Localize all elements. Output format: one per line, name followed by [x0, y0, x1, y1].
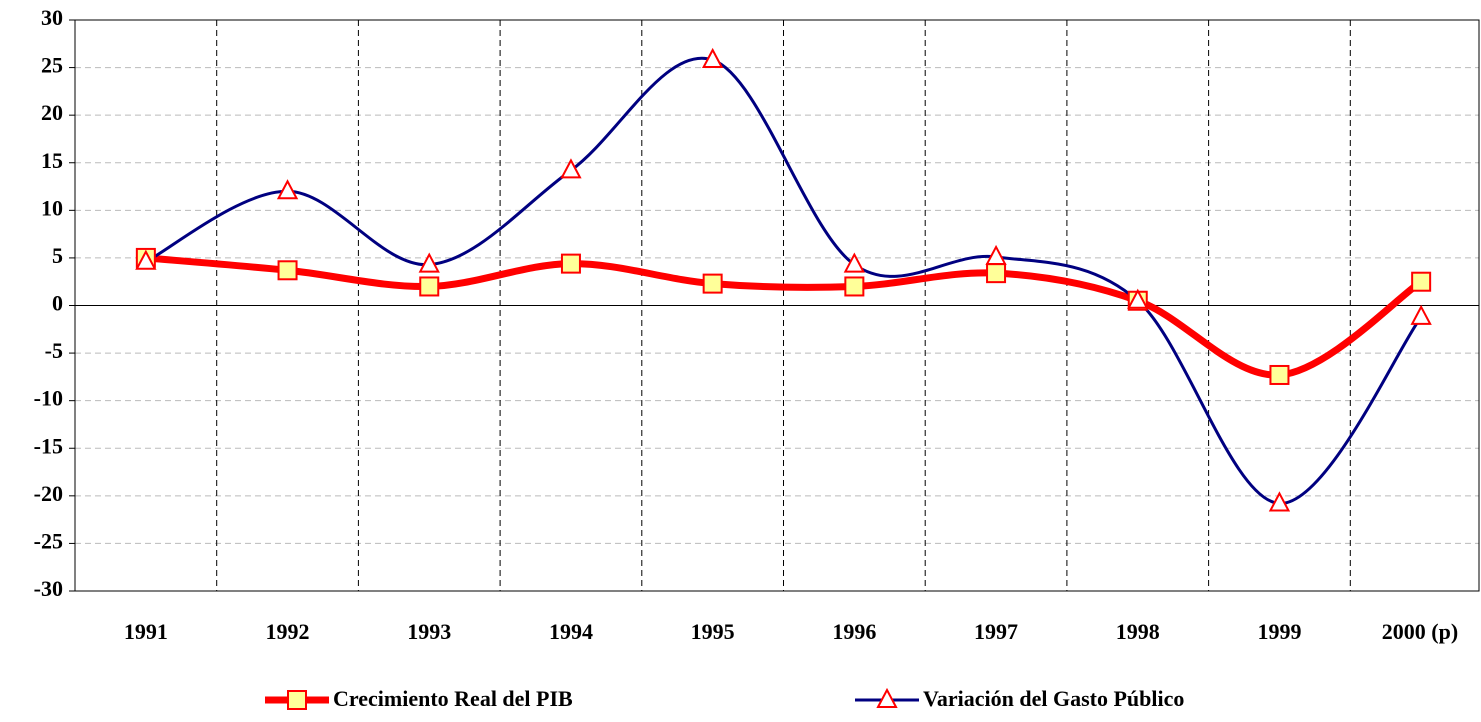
marker	[1269, 364, 1290, 385]
x-tick-label: 1992	[266, 619, 310, 644]
x-tick-label: 1999	[1257, 619, 1301, 644]
y-tick-label: -5	[45, 338, 63, 363]
marker	[843, 252, 866, 273]
marker	[276, 179, 299, 200]
x-tick-label: 1994	[549, 619, 593, 644]
x-tick-label: 1991	[124, 619, 168, 644]
x-tick-label: 1993	[407, 619, 451, 644]
y-tick-label: -20	[34, 481, 63, 506]
marker	[419, 276, 440, 297]
marker	[135, 249, 157, 270]
y-tick-label: -10	[34, 386, 63, 411]
y-tick-label: 10	[41, 195, 63, 220]
x-tick-label: 2000 (p)	[1382, 619, 1458, 644]
marker	[560, 253, 581, 274]
y-tick-label: 20	[41, 100, 63, 125]
marker	[1410, 304, 1432, 325]
marker	[418, 252, 440, 273]
plot-border	[74, 19, 1480, 592]
y-tick-label: 30	[41, 5, 63, 30]
y-tick-label: 25	[41, 53, 63, 78]
y-tick-label: -30	[34, 576, 63, 601]
marker	[287, 690, 307, 710]
y-tick-label: -25	[34, 528, 63, 553]
marker	[844, 276, 865, 297]
x-tick-label: 1998	[1116, 619, 1160, 644]
y-tick-label: -15	[34, 433, 63, 458]
series-line	[145, 254, 1424, 379]
legend-label: Crecimiento Real del PIB	[333, 686, 573, 711]
marker	[876, 687, 898, 708]
marker	[986, 263, 1007, 284]
y-tick-label: 0	[52, 291, 63, 316]
x-tick-label: 1997	[974, 619, 1018, 644]
marker	[1268, 491, 1291, 512]
marker	[560, 158, 582, 179]
legend-label: Variación del Gasto Público	[923, 686, 1184, 711]
x-tick-label: 1996	[832, 619, 876, 644]
marker	[1411, 271, 1432, 292]
marker	[1127, 288, 1149, 309]
series-line	[145, 56, 1423, 505]
y-tick-label: 5	[52, 243, 63, 268]
marker	[702, 273, 723, 294]
x-tick-label: 1995	[691, 619, 735, 644]
marker	[985, 244, 1007, 265]
marker	[701, 47, 724, 68]
marker	[277, 260, 298, 281]
y-tick-label: 15	[41, 148, 63, 173]
